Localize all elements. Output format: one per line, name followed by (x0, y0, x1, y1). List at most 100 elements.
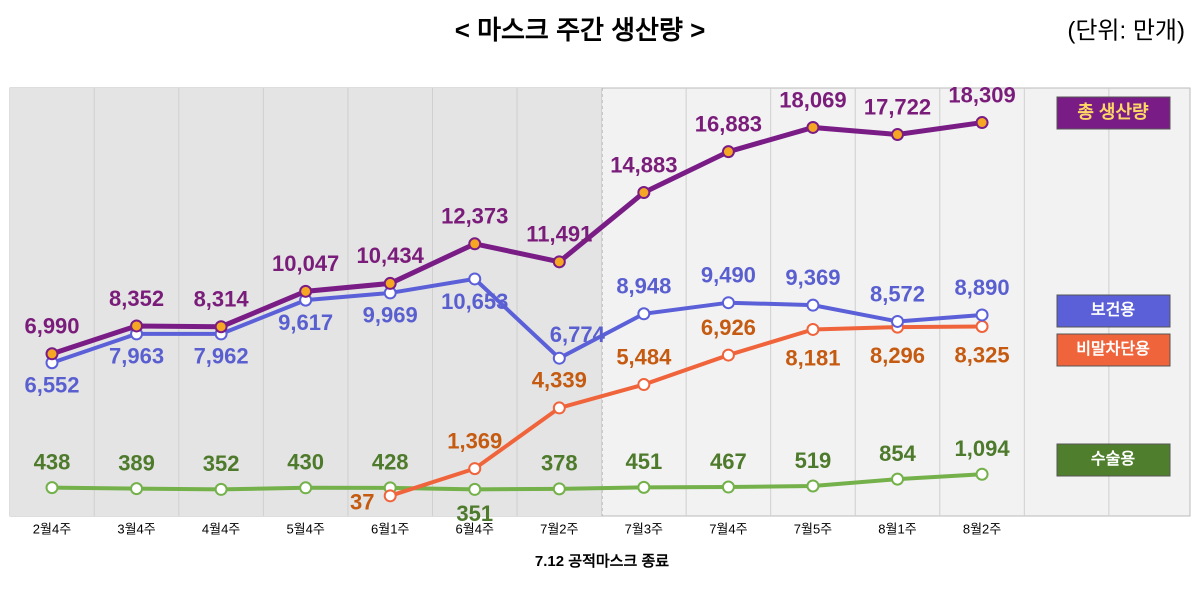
data-label: 467 (710, 449, 747, 474)
series-line (51, 472, 983, 492)
marker (468, 272, 482, 286)
marker (214, 320, 228, 334)
x-tick-label: 3월4주 (117, 521, 155, 536)
legend-box (1056, 96, 1171, 130)
marker (552, 351, 566, 365)
x-tick-label: 4월4주 (202, 521, 240, 536)
x-tick-label: 6월1주 (371, 521, 409, 536)
data-label: 10,047 (272, 251, 339, 276)
series-line (51, 120, 983, 357)
data-label: 16,883 (695, 111, 762, 136)
data-label: 352 (203, 451, 240, 476)
data-label: 14,883 (610, 152, 677, 177)
x-tick-label: 7월3주 (625, 521, 663, 536)
data-label: 8,181 (785, 345, 840, 370)
series-line (389, 324, 983, 498)
data-label: 11,491 (526, 222, 592, 247)
marker (975, 320, 989, 334)
marker (383, 276, 397, 290)
data-label: 451 (625, 449, 662, 474)
marker (806, 479, 820, 493)
data-label: 8,314 (194, 287, 250, 312)
data-label: 8,352 (109, 286, 164, 311)
unit-label: (단위: 만개) (1067, 17, 1185, 44)
x-tick-label: 2월4주 (33, 521, 71, 536)
data-label: 12,373 (441, 204, 508, 229)
data-label: 6,990 (24, 314, 79, 339)
data-label: 6,926 (701, 315, 756, 340)
marker (975, 308, 989, 322)
legend-box (1056, 333, 1171, 367)
series-line (51, 276, 983, 365)
legend-label: 총 생산량 (1077, 102, 1149, 122)
marker (891, 128, 904, 142)
data-label: 1,094 (955, 436, 1011, 461)
data-label: 430 (287, 450, 324, 475)
data-label: 438 (34, 449, 71, 474)
data-label: 9,617 (278, 310, 333, 335)
data-label: 1,369 (447, 428, 502, 453)
data-label: 6,774 (550, 322, 606, 347)
marker (637, 307, 651, 321)
x-tick-label: 7월5주 (794, 521, 832, 536)
marker (806, 120, 820, 134)
marker (637, 480, 651, 494)
marker (975, 467, 989, 481)
data-label: 18,309 (948, 82, 1015, 107)
data-label: 8,572 (870, 281, 925, 306)
data-label: 8,296 (870, 343, 925, 368)
marker (806, 298, 820, 312)
marker (721, 480, 735, 494)
marker (468, 237, 482, 251)
data-label: 17,722 (864, 94, 931, 119)
data-label: 519 (795, 448, 832, 473)
marker (45, 481, 59, 495)
data-label: 8,325 (955, 342, 1010, 367)
data-label: 7,963 (109, 344, 164, 369)
data-label: 18,069 (779, 87, 846, 112)
data-label: 9,369 (785, 265, 840, 290)
marker (552, 255, 566, 269)
marker (721, 348, 735, 362)
legend-box (1056, 443, 1171, 477)
legend-label: 비말차단용 (1076, 339, 1150, 358)
marker (214, 482, 228, 496)
data-label: 389 (118, 450, 155, 475)
data-label: 9,490 (701, 263, 756, 288)
marker (299, 284, 313, 298)
data-label: 10,653 (441, 289, 508, 314)
data-label: 6,552 (24, 373, 79, 398)
data-label: 378 (541, 451, 578, 476)
marker (130, 319, 144, 333)
marker (552, 401, 566, 415)
x-tick-label: 8월1주 (878, 521, 916, 536)
marker (975, 116, 989, 130)
legend-box (1056, 294, 1171, 328)
marker (721, 145, 735, 159)
marker (721, 296, 735, 310)
marker (468, 482, 482, 496)
x-tick-label: 6월4주 (456, 521, 494, 536)
marker (383, 489, 397, 503)
legend-label: 보건용 (1091, 301, 1135, 319)
marker (130, 482, 144, 496)
marker (299, 481, 313, 495)
data-label: 8,948 (616, 274, 671, 299)
marker (637, 186, 651, 200)
marker (552, 482, 566, 496)
data-label: 854 (879, 441, 916, 466)
marker (468, 462, 482, 476)
marker (891, 314, 904, 328)
data-label: 9,969 (363, 303, 418, 328)
data-label: 4,339 (532, 368, 587, 393)
marker (45, 347, 59, 361)
legend-label: 수술용 (1091, 450, 1135, 468)
x-tick-label: 7월4주 (709, 521, 747, 536)
data-label: 428 (372, 450, 409, 475)
data-label: 351 (456, 501, 493, 526)
x-tick-label: 5월4주 (286, 521, 324, 536)
marker (806, 322, 820, 336)
x-tick-label: 8월2주 (963, 521, 1001, 536)
chart-title: < 마스크 주간 생산량 > (455, 15, 706, 45)
